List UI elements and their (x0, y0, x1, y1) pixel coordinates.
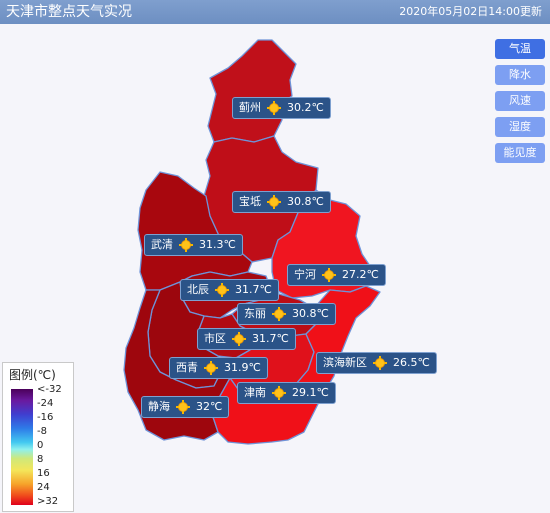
legend-title: 图例(℃) (9, 368, 56, 382)
sunny-icon (232, 332, 246, 346)
legend-tick: 8 (37, 454, 44, 465)
region-jizhou[interactable] (207, 39, 297, 143)
sunny-icon (322, 268, 336, 282)
district-label-beichen[interactable]: 北辰 31.7℃ (180, 279, 279, 301)
district-temp: 30.8℃ (292, 307, 329, 320)
map-area[interactable]: 蓟州 30.2℃ 宝坻 30.8℃ 武清 31.3℃ 宁河 27.2℃ 北辰 3… (0, 24, 550, 513)
legend-tick: <-32 (37, 384, 62, 395)
legend-tick: -16 (37, 412, 54, 423)
district-name: 武清 (151, 238, 173, 251)
district-temp: 31.3℃ (199, 238, 236, 251)
header-bar: 天津市整点天气实况 2020年05月02日14:00更新 (0, 0, 550, 24)
district-label-ninghe[interactable]: 宁河 27.2℃ (287, 264, 386, 286)
legend-tick: -8 (37, 426, 47, 437)
district-temp: 27.2℃ (342, 268, 379, 281)
sunny-icon (204, 361, 218, 375)
legend-tick: 24 (37, 482, 50, 493)
sunny-icon (176, 400, 190, 414)
district-name: 滨海新区 (323, 356, 367, 369)
district-label-dongli[interactable]: 东丽 30.8℃ (237, 303, 336, 325)
legend-tick: >32 (37, 496, 59, 507)
district-temp: 31.7℃ (252, 332, 289, 345)
btn-wind-speed[interactable]: 风速 (495, 91, 545, 111)
sunny-icon (267, 101, 281, 115)
district-temp: 30.8℃ (287, 195, 324, 208)
btn-temperature[interactable]: 气温 (495, 39, 545, 59)
legend-tick: 0 (37, 440, 44, 451)
legend: 图例(℃) <-32 -24 -16 -8 0 8 16 24 >32 (2, 362, 74, 512)
district-label-xiqing[interactable]: 西青 31.9℃ (169, 357, 268, 379)
sunny-icon (272, 307, 286, 321)
district-name: 津南 (244, 386, 266, 399)
btn-humidity[interactable]: 湿度 (495, 117, 545, 137)
district-temp: 32℃ (196, 400, 223, 413)
layer-switcher: 气温 降水 风速 湿度 能见度 (495, 39, 545, 169)
district-name: 北辰 (187, 283, 209, 296)
district-name: 西青 (176, 361, 198, 374)
btn-precipitation[interactable]: 降水 (495, 65, 545, 85)
district-name: 宁河 (294, 268, 316, 281)
district-temp: 29.1℃ (292, 386, 329, 399)
legend-tick: 16 (37, 468, 50, 479)
district-temp: 31.9℃ (224, 361, 261, 374)
district-label-binhai[interactable]: 滨海新区 26.5℃ (316, 352, 437, 374)
legend-tick: -24 (37, 398, 54, 409)
sunny-icon (272, 386, 286, 400)
district-name: 市区 (204, 332, 226, 345)
legend-color-bar (11, 389, 33, 505)
district-temp: 26.5℃ (393, 356, 430, 369)
sunny-icon (215, 283, 229, 297)
district-name: 静海 (148, 400, 170, 413)
btn-visibility[interactable]: 能见度 (495, 143, 545, 163)
district-label-jinnan[interactable]: 津南 29.1℃ (237, 382, 336, 404)
page-title: 天津市整点天气实况 (6, 4, 132, 20)
sunny-icon (267, 195, 281, 209)
district-name: 蓟州 (239, 101, 261, 114)
district-name: 东丽 (244, 307, 266, 320)
district-label-baodi[interactable]: 宝坻 30.8℃ (232, 191, 331, 213)
sunny-icon (373, 356, 387, 370)
update-time: 2020年05月02日14:00更新 (399, 5, 542, 18)
district-name: 宝坻 (239, 195, 261, 208)
district-label-wuqing[interactable]: 武清 31.3℃ (144, 234, 243, 256)
district-label-jinghai[interactable]: 静海 32℃ (141, 396, 230, 418)
sunny-icon (179, 238, 193, 252)
district-label-jizhou[interactable]: 蓟州 30.2℃ (232, 97, 331, 119)
district-temp: 30.2℃ (287, 101, 324, 114)
district-temp: 31.7℃ (235, 283, 272, 296)
district-label-shiqu[interactable]: 市区 31.7℃ (197, 328, 296, 350)
region-binhai[interactable] (211, 285, 381, 445)
